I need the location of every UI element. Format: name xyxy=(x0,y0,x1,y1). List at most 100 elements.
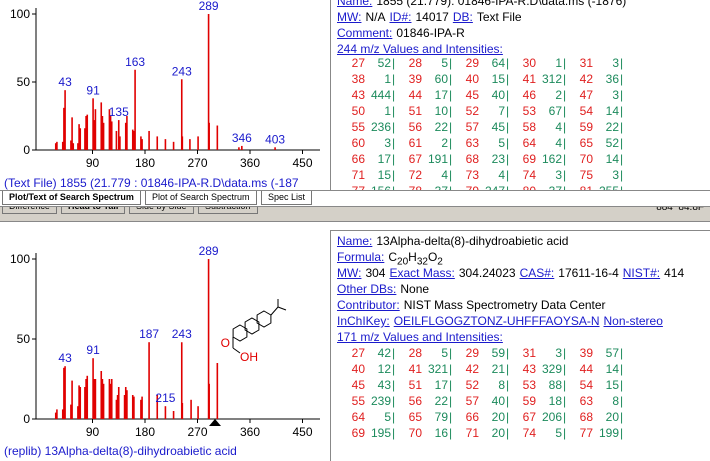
intensity-value: 156 xyxy=(365,183,391,190)
separator: | xyxy=(392,152,396,166)
tab[interactable]: Plot/Text of Search Spectrum xyxy=(2,191,141,205)
x-tick-label: 180 xyxy=(135,156,155,170)
separator: | xyxy=(506,136,510,150)
field-label[interactable]: Contributor: xyxy=(337,298,400,312)
link[interactable]: Non-stereo xyxy=(603,314,663,328)
intensity-value: 3 xyxy=(384,136,391,150)
mz-value: 27 xyxy=(351,346,365,360)
intensity-value: 236 xyxy=(370,120,391,134)
mz-value: 46 xyxy=(522,88,536,102)
intensity-value: 5 xyxy=(441,56,448,70)
separator: | xyxy=(563,72,567,86)
mz-value: 29 xyxy=(465,56,479,70)
intensity-value: 8 xyxy=(498,378,505,392)
intensity-value: 67 xyxy=(548,104,562,118)
separator: | xyxy=(620,394,624,408)
mz-value: 69 xyxy=(522,152,536,166)
intensity-value: 60 xyxy=(434,72,448,86)
intensity-value: 57 xyxy=(605,346,619,360)
separator: | xyxy=(506,104,510,118)
peak-label: 135 xyxy=(109,105,129,119)
mz-value: 55 xyxy=(351,120,365,134)
separator: | xyxy=(449,346,453,360)
mz-value: 79 xyxy=(453,183,479,190)
mz-value: 51 xyxy=(408,104,422,118)
mz-value: 30 xyxy=(522,56,536,70)
mz-value: 60 xyxy=(351,136,365,150)
intensity-value: 12 xyxy=(377,362,391,376)
field-label[interactable]: CAS#: xyxy=(519,266,555,280)
formula-part: C xyxy=(388,250,398,264)
intensity-value: 37 xyxy=(536,183,562,190)
y-tick-label: 100 xyxy=(10,252,30,266)
field-value: 17611-16-4 xyxy=(558,266,619,280)
field-label[interactable]: 244 m/z Values and Intensities: xyxy=(337,42,503,56)
mz-value: 43 xyxy=(351,88,365,102)
formula-part: H xyxy=(408,250,417,264)
link[interactable]: OEILFLGOGZTONZ-UHFFFAOYSA-N xyxy=(393,314,600,328)
field-label[interactable]: ID#: xyxy=(389,10,412,24)
mz-value: 56 xyxy=(408,394,422,408)
mz-value: 54 xyxy=(579,378,593,392)
separator: | xyxy=(620,183,625,190)
tab[interactable]: Difference xyxy=(2,207,57,214)
intensity-value: 20 xyxy=(605,410,619,424)
separator: | xyxy=(506,120,510,134)
mz-value: 54 xyxy=(579,104,593,118)
field-label[interactable]: NIST#: xyxy=(622,266,661,280)
mz-value: 66 xyxy=(351,152,365,166)
intensity-value: 40 xyxy=(491,394,505,408)
intensity-value: 18 xyxy=(548,394,562,408)
search-spectrum-text: Name: 1855 (21.779): 01846-IPA-R.D\data.m… xyxy=(330,0,710,190)
field-value: NIST Mass Spectrometry Data Center xyxy=(403,298,606,312)
field-label[interactable]: MW: xyxy=(337,10,362,24)
separator: | xyxy=(449,410,453,424)
separator: | xyxy=(620,136,624,150)
info-line: Other DBs: None xyxy=(337,281,433,297)
separator: | xyxy=(449,88,453,102)
mz-value: 57 xyxy=(465,394,479,408)
mz-value: 42 xyxy=(465,362,479,376)
mz-value: 27 xyxy=(351,56,365,70)
mz-value: 75 xyxy=(579,168,593,182)
library-spectrum-plot: 0 50 100 90 180 270 360 450 43 91 187 215 243 289 (rep… xyxy=(4,244,320,458)
mz-value: 45 xyxy=(465,88,479,102)
field-label[interactable]: Other DBs: xyxy=(337,282,397,296)
formula-part: 2 xyxy=(437,256,443,268)
tab[interactable]: Head to Tail xyxy=(61,207,126,214)
x-tick-label: 270 xyxy=(187,425,207,439)
tab[interactable]: Spec List xyxy=(261,191,313,205)
intensity-value: 5 xyxy=(555,426,562,440)
tab[interactable]: Plot of Search Spectrum xyxy=(145,191,257,205)
field-label[interactable]: MW: xyxy=(337,266,362,280)
structure-bond xyxy=(232,347,241,354)
separator: | xyxy=(620,362,624,376)
tab[interactable]: Subtraction xyxy=(198,207,258,214)
field-label[interactable]: InChIKey: xyxy=(337,314,390,328)
field-value: 1855 (21.779): 01846-IPA-R.D\data.ms (-1… xyxy=(376,0,627,8)
separator: | xyxy=(620,378,624,392)
intensity-value: 239 xyxy=(370,394,391,408)
field-label[interactable]: Name: xyxy=(337,234,373,248)
structure-atom: O xyxy=(221,336,230,350)
separator: | xyxy=(563,168,567,182)
field-label[interactable]: Name: xyxy=(337,0,373,8)
separator: | xyxy=(620,72,624,86)
field-label[interactable]: Comment: xyxy=(337,26,393,40)
intensity-value: 1 xyxy=(555,56,562,70)
separator: | xyxy=(563,120,567,134)
tab[interactable]: Side by Side xyxy=(129,207,194,214)
field-label[interactable]: Exact Mass: xyxy=(389,266,455,280)
field-label[interactable]: 171 m/z Values and Intensities: xyxy=(337,330,503,344)
field-value: N/A xyxy=(365,10,386,24)
mz-value: 77 xyxy=(339,183,365,190)
mz-value: 28 xyxy=(408,56,422,70)
field-label[interactable]: DB: xyxy=(452,10,473,24)
mz-value: 41 xyxy=(408,362,422,376)
intensity-value: 2 xyxy=(555,88,562,102)
separator: | xyxy=(506,168,510,182)
mz-value: 56 xyxy=(408,120,422,134)
field-label[interactable]: Formula: xyxy=(337,250,385,264)
intensity-value: 5 xyxy=(441,346,448,360)
